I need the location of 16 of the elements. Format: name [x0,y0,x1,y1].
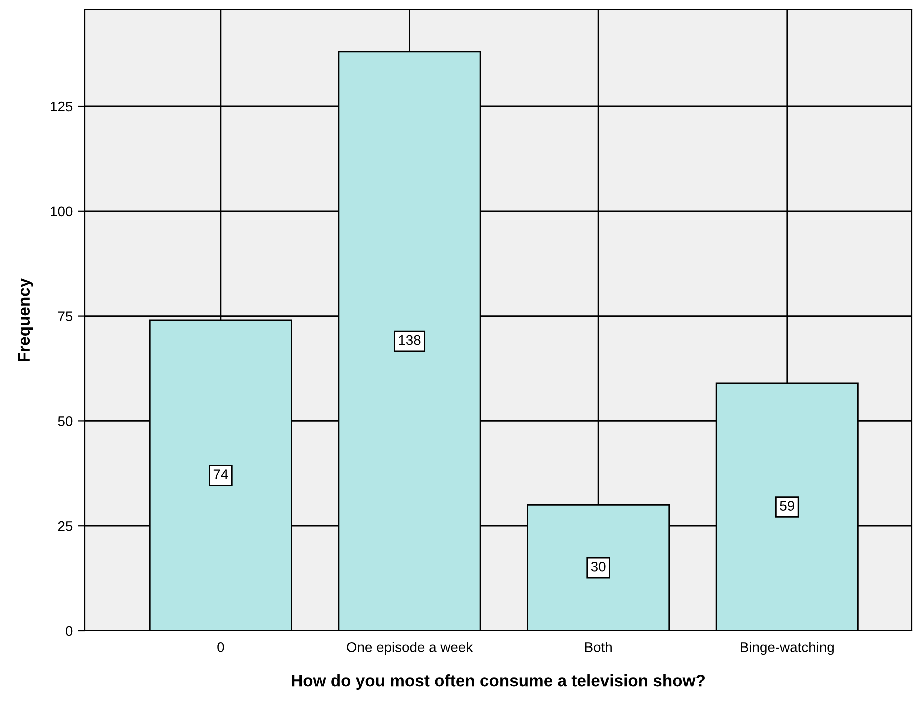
data-label: 74 [214,470,228,480]
y-tick-label: 125 [51,102,73,112]
data-label: 138 [399,335,421,346]
y-tick-label: 75 [58,312,73,322]
data-label: 30 [591,562,606,572]
x-tick-label: Both [585,642,612,652]
y-axis-title: Frequency [18,278,34,362]
x-axis-title: How do you most often consume a television show? [292,674,705,690]
y-tick-label: 50 [58,416,73,426]
data-label: 59 [780,501,794,511]
y-tick-label: 100 [51,206,73,217]
y-tick-label: 25 [58,521,73,532]
y-tick-label: 0 [66,626,73,636]
x-tick-label: One episode a week [347,642,474,656]
x-tick-label: 0 [218,642,224,652]
x-tick-label: Binge-watching [741,642,834,656]
